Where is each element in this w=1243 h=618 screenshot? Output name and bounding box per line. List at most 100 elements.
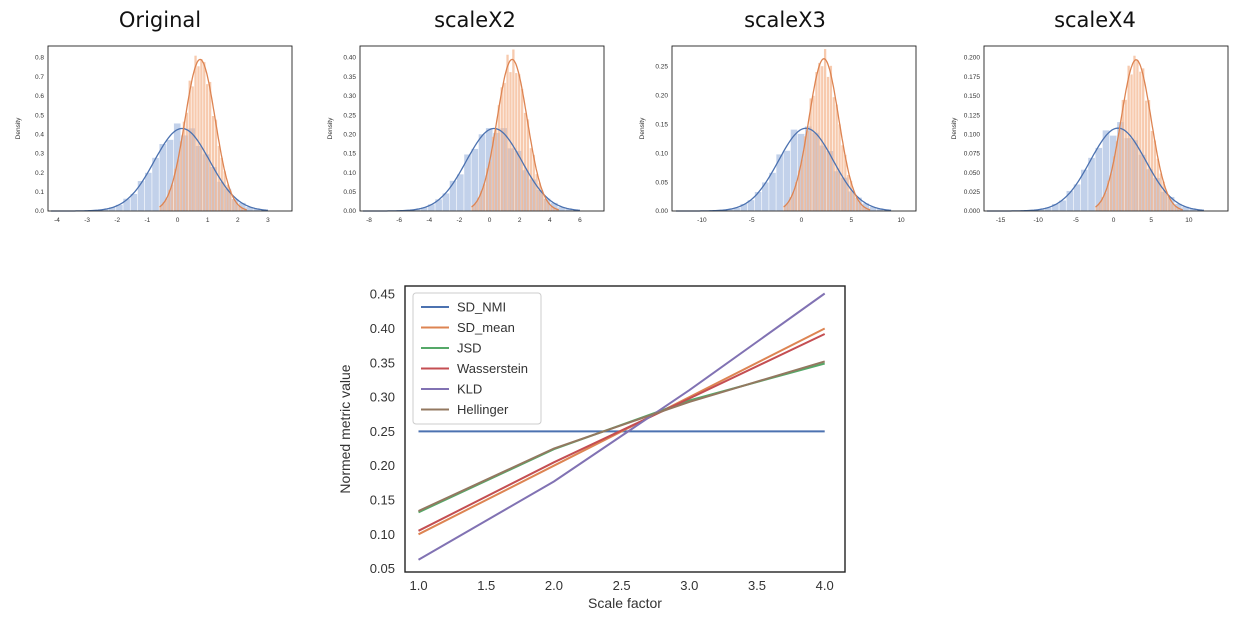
orange-hist-bar	[217, 145, 221, 211]
blue-hist-bar	[478, 134, 486, 211]
x-tick-label: 1.0	[409, 578, 427, 593]
blue-hist-bar	[442, 193, 450, 211]
orange-kde-line	[1095, 59, 1183, 211]
orange-hist-bar	[792, 192, 795, 211]
orange-hist-bar	[491, 136, 495, 211]
x-tick-label: 10	[897, 217, 905, 224]
y-tick-label: 0.25	[343, 112, 356, 119]
orange-hist-bar	[783, 205, 786, 211]
blue-hist-bar	[1167, 196, 1175, 211]
y-tick-label: 0.25	[370, 424, 395, 439]
blue-kde-line	[363, 127, 580, 212]
orange-hist-bar	[229, 190, 232, 211]
orange-hist-bar	[1174, 205, 1177, 211]
orange-hist-bar	[518, 74, 521, 211]
orange-hist-bar	[503, 82, 506, 211]
blue-hist-bar	[159, 143, 167, 211]
orange-hist-bar	[232, 199, 235, 211]
y-tick-label: 0.200	[964, 55, 981, 62]
orange-hist-bar	[544, 198, 547, 211]
blue-hist-bar	[558, 207, 565, 211]
y-tick-label: 0.30	[343, 93, 356, 100]
blue-hist-bar	[776, 154, 783, 211]
blue-hist-bar	[420, 207, 428, 211]
orange-hist-bar	[1168, 197, 1171, 211]
y-tick-label: 0.10	[343, 170, 356, 177]
orange-hist-bar	[550, 206, 553, 211]
blue-hist-bar	[550, 202, 558, 211]
y-tick-label: 0.8	[35, 55, 44, 62]
orange-hist-bar	[1118, 128, 1122, 211]
blue-hist-bar	[733, 207, 740, 211]
x-tick-label: -5	[749, 217, 755, 224]
blue-hist-bar	[144, 172, 152, 211]
orange-hist-bar	[864, 207, 867, 211]
x-tick-label: -4	[54, 217, 60, 224]
orange-hist-bar	[1101, 197, 1104, 211]
metric-line-chart: 1.0 1.5 2.0 2.5 3.0 3.5 4.0 0.05 0.10 0.15 0.20 0.2…	[337, 285, 846, 611]
blue-hist-bar	[471, 148, 479, 211]
orange-hist-bar	[497, 105, 500, 211]
panel-title-scalex3: scaleX3	[744, 8, 826, 32]
orange-hist-bar	[1121, 99, 1124, 211]
orange-hist-bar	[176, 159, 180, 211]
y-axis-label: Density	[327, 117, 334, 139]
x-tick-label: 5	[1149, 217, 1153, 224]
blue-hist-bar	[116, 204, 123, 211]
panel-title-scalex2: scaleX2	[434, 8, 516, 32]
orange-hist-bar	[821, 66, 824, 211]
orange-hist-bar	[1139, 71, 1142, 211]
orange-hist-bar	[841, 145, 844, 211]
orange-hist-bar	[812, 95, 815, 211]
orange-hist-bar	[535, 174, 538, 211]
x-tick-label: 3.0	[680, 578, 698, 593]
orange-hist-bar	[844, 154, 847, 211]
blue-hist-bar	[428, 204, 435, 211]
orange-hist-bar	[197, 66, 200, 211]
orange-hist-bar	[1171, 203, 1174, 211]
x-tick-label: -15	[996, 217, 1006, 224]
y-tick-label: 0.05	[343, 189, 356, 196]
y-tick-label: 0.15	[655, 121, 668, 128]
y-tick-label: 0.10	[370, 527, 395, 542]
x-tick-label: 2	[518, 217, 522, 224]
x-tick-label: -4	[426, 217, 432, 224]
blue-hist-bar	[1073, 184, 1081, 211]
blue-hist-bar	[790, 129, 798, 211]
orange-hist-bar	[226, 184, 229, 211]
blue-hist-bar	[137, 181, 145, 211]
orange-hist-bar	[1107, 180, 1110, 211]
y-tick-label: 0.050	[964, 170, 981, 177]
x-tick-label: 0	[176, 217, 180, 224]
orange-hist-bar	[515, 73, 518, 211]
x-tick-label: 4.0	[816, 578, 834, 593]
legend-label-wasserstein: Wasserstein	[457, 361, 528, 376]
orange-hist-bar	[809, 98, 812, 211]
orange-hist-bar	[206, 84, 209, 211]
blue-hist-bar	[876, 208, 884, 211]
orange-hist-bar	[800, 159, 804, 211]
y-tick-label: 0.1	[35, 189, 44, 196]
y-tick-label: 0.40	[370, 321, 395, 336]
orange-hist-bar	[1142, 68, 1145, 211]
orange-hist-bar	[858, 202, 861, 211]
orange-hist-bar	[1095, 205, 1098, 211]
y-tick-label: 0.4	[35, 131, 44, 138]
orange-hist-bar	[529, 148, 533, 211]
blue-hist-bar	[754, 191, 762, 211]
y-tick-label: 0.05	[370, 561, 395, 576]
orange-hist-bar	[203, 62, 206, 212]
blue-hist-bar	[1080, 169, 1088, 211]
orange-hist-bar	[823, 49, 827, 211]
plot-frame	[359, 45, 605, 212]
x-tick-label: -2	[114, 217, 120, 224]
y-tick-label: 0.00	[343, 208, 356, 215]
blue-hist-bar	[1066, 190, 1074, 211]
y-tick-label: 0.15	[370, 492, 395, 507]
orange-hist-bar	[238, 206, 241, 211]
y-axis-label: Normed metric value	[337, 364, 353, 493]
orange-hist-bar	[1159, 173, 1162, 211]
y-tick-label: 0.6	[35, 93, 44, 100]
orange-hist-bar	[500, 87, 503, 211]
orange-hist-bar	[806, 130, 809, 211]
